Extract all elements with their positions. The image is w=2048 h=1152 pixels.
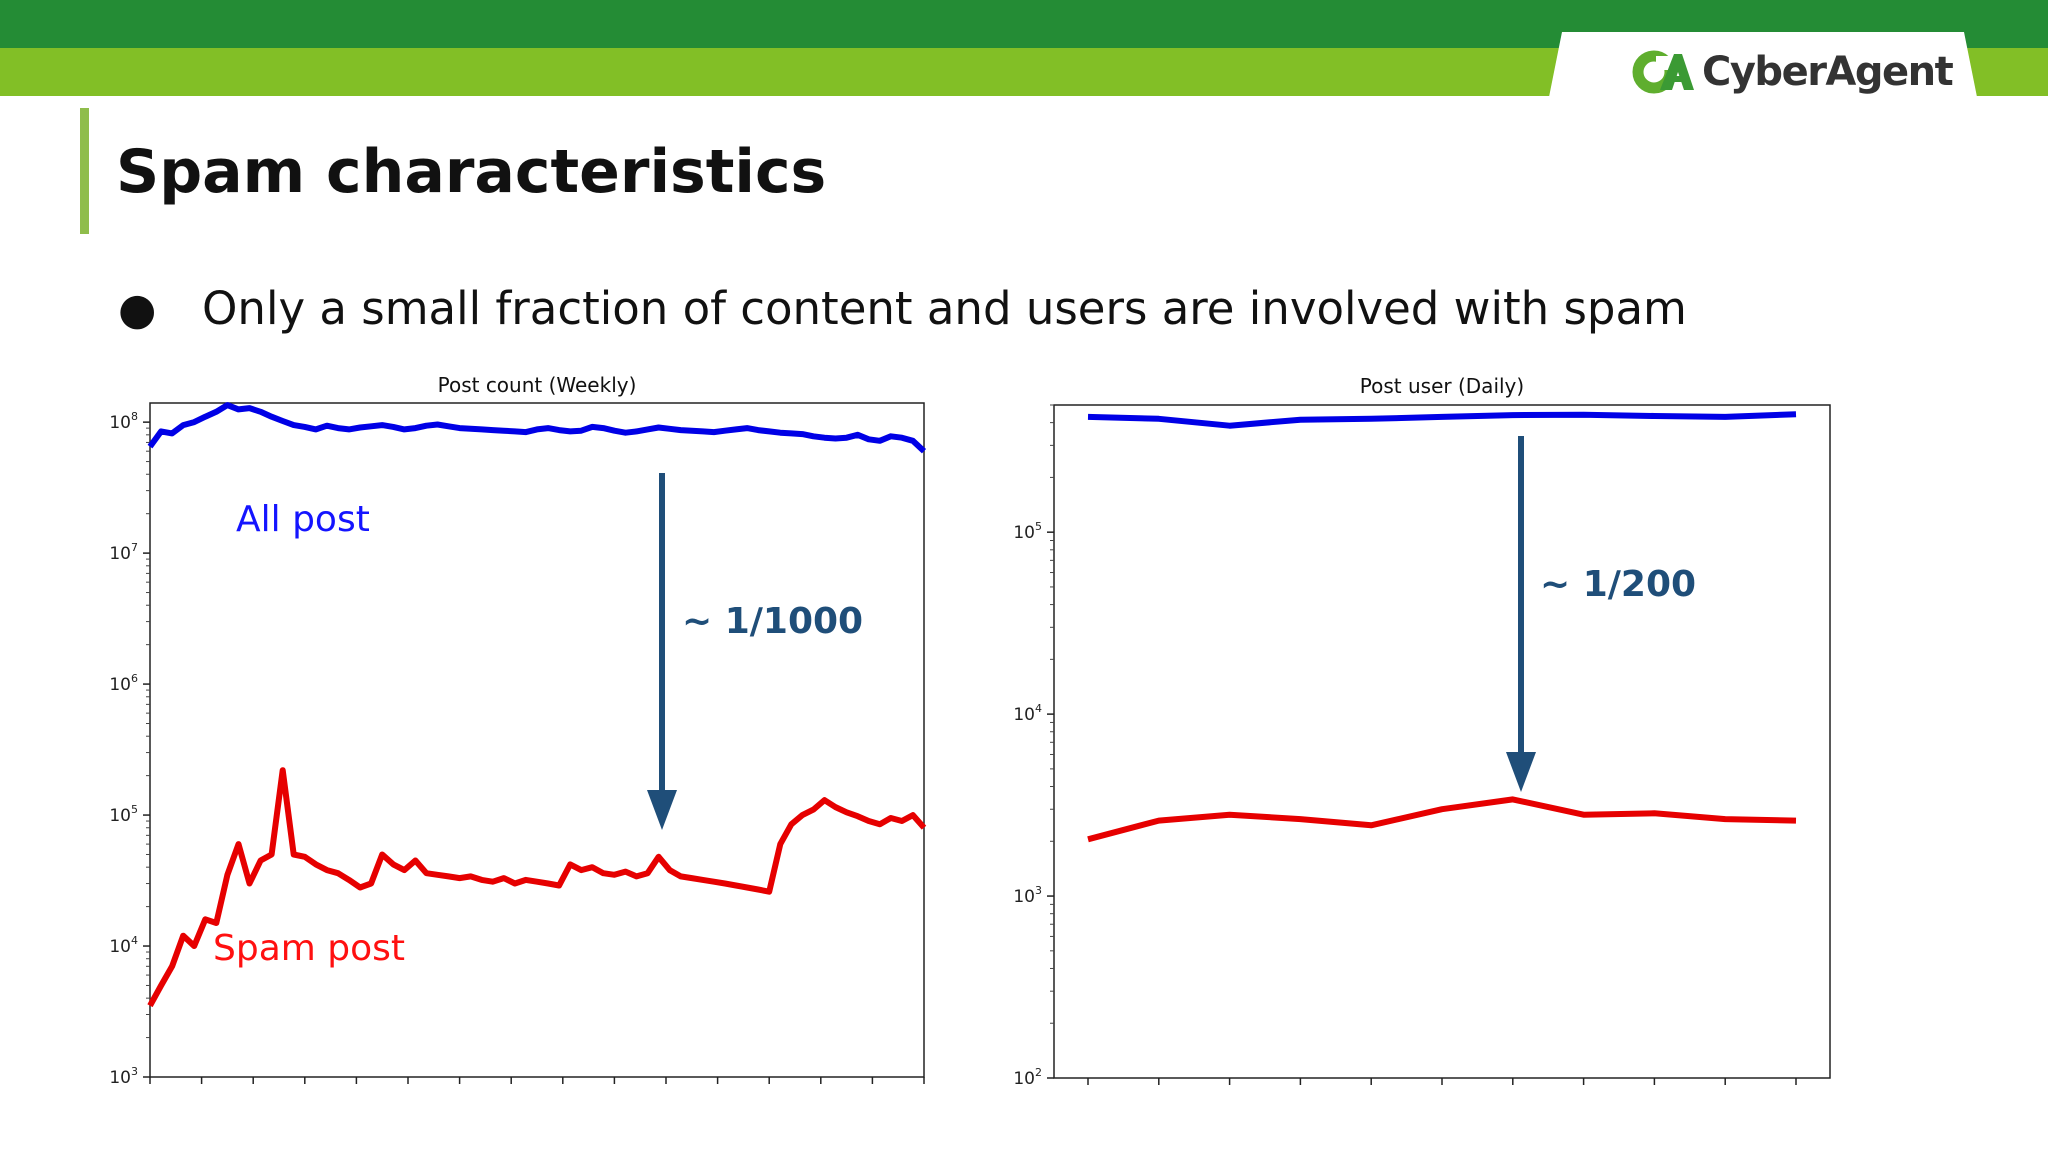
series-label-spam-post: Spam post: [213, 928, 405, 969]
title-accent-bar: [80, 108, 89, 234]
series-line-spam-user: [1087, 796, 1797, 843]
plot-frame: [1053, 404, 1831, 1079]
ratio-arrow-head: [1506, 752, 1536, 792]
series-label-all-post: All post: [236, 499, 370, 540]
series-line-post-user: [1087, 411, 1797, 429]
bullet-marker: ●: [118, 284, 157, 335]
logo-text: CyberAgent: [1702, 49, 1954, 95]
chart-post-count-weekly: Post count (Weekly) 103 104 105 106 107 108 A…: [109, 373, 927, 1088]
cyberagent-logo: CyberAgent: [1632, 46, 1954, 98]
y-tick-label: 104: [109, 934, 138, 957]
y-tick-label: 104: [1013, 702, 1042, 725]
y-tick-label: 107: [109, 541, 138, 564]
y-tick-label: 106: [109, 672, 138, 695]
bullet-text: Only a small fraction of content and use…: [202, 282, 1687, 335]
y-tick-label: 102: [1013, 1066, 1042, 1089]
ratio-annotation: ~ 1/200: [1540, 564, 1696, 605]
plot-frame: [149, 402, 925, 1078]
chart-title: Post count (Weekly): [438, 373, 637, 397]
slide-title: Spam characteristics: [116, 137, 827, 207]
y-tick-label: 103: [109, 1065, 138, 1088]
series-line-spam-post: [147, 767, 927, 1008]
y-tick-label: 103: [1013, 884, 1042, 907]
chart-title: Post user (Daily): [1360, 374, 1524, 398]
series-line-all-post: [147, 402, 927, 454]
chart-post-user-daily: Post user (Daily) 102 103 104 105 ~ 1/200: [1013, 374, 1831, 1089]
logo-tab: [1548, 32, 1978, 102]
ratio-arrow-head: [647, 790, 677, 830]
ratio-annotation: ~ 1/1000: [682, 601, 863, 642]
cyberagent-logo-icon: [1632, 50, 1694, 94]
y-tick-label: 105: [1013, 520, 1042, 543]
y-tick-label: 108: [109, 410, 138, 433]
y-tick-label: 105: [109, 803, 138, 826]
